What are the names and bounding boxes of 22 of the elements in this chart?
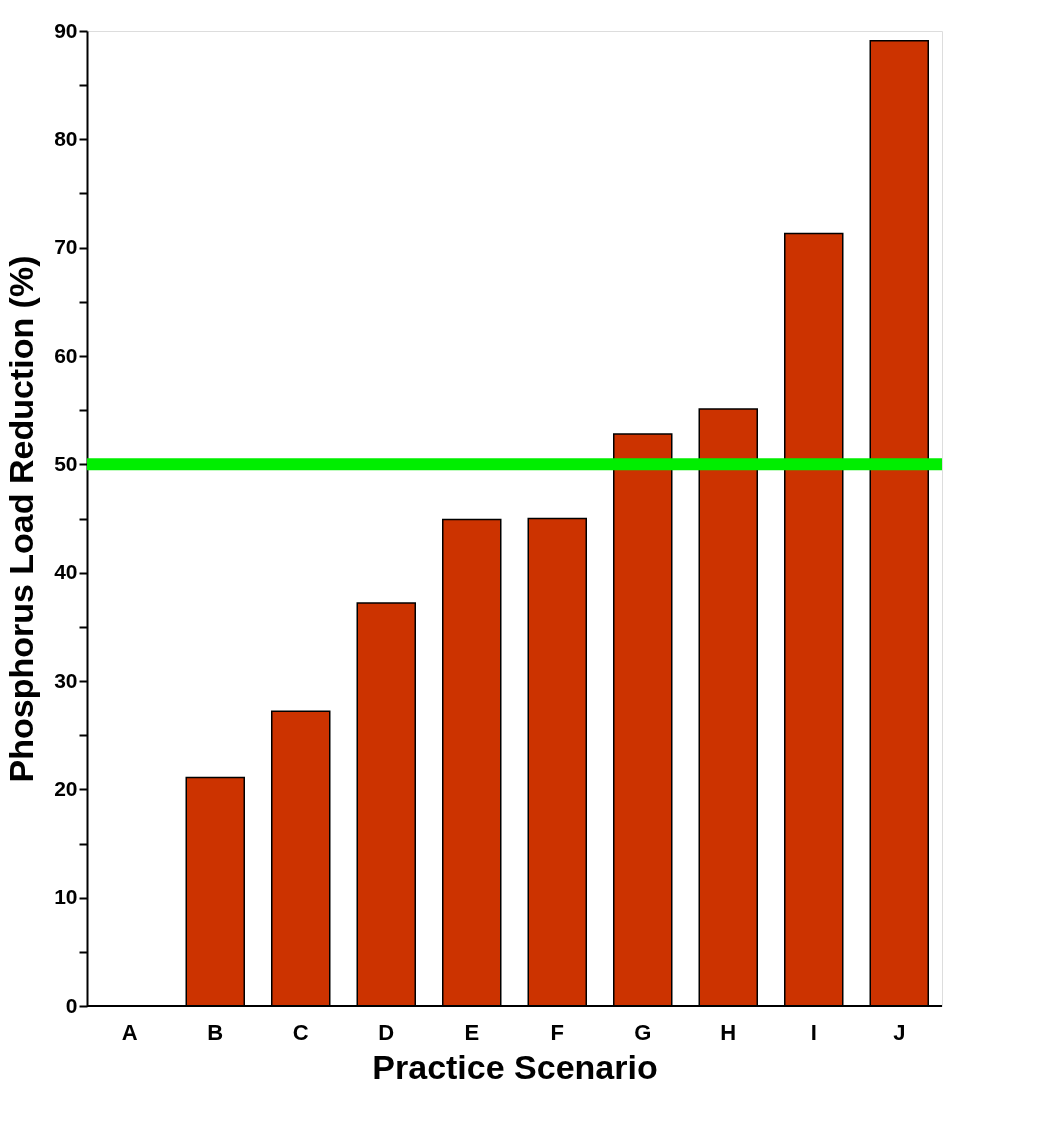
x-tick-label: A bbox=[121, 1019, 138, 1045]
y-tick-label: 0 bbox=[65, 993, 78, 1017]
y-tick-label: 90 bbox=[54, 18, 78, 42]
y-tick-label: 80 bbox=[54, 126, 78, 150]
x-tick-label: B bbox=[207, 1019, 224, 1045]
y-axis-title: Phosphorus Load Reduction (%) bbox=[2, 255, 41, 783]
x-tick-label: I bbox=[810, 1019, 817, 1045]
y-tick-label: 60 bbox=[54, 343, 78, 367]
y-tick-label: 20 bbox=[54, 776, 78, 800]
x-tick-label: E bbox=[464, 1019, 480, 1045]
x-tick-label: G bbox=[634, 1019, 652, 1045]
x-axis-title: Practice Scenario bbox=[372, 1047, 658, 1086]
x-tick-label: F bbox=[550, 1019, 564, 1045]
y-tick-label: 40 bbox=[54, 560, 78, 584]
x-tick-label: J bbox=[893, 1019, 906, 1045]
y-tick-label: 30 bbox=[54, 668, 78, 692]
x-tick-label: H bbox=[720, 1019, 737, 1045]
y-tick-label: 70 bbox=[54, 235, 78, 259]
y-tick-label: 10 bbox=[54, 885, 78, 909]
x-tick-label: C bbox=[292, 1019, 309, 1045]
y-tick-label: 50 bbox=[54, 451, 78, 475]
x-tick-label: D bbox=[378, 1019, 395, 1045]
